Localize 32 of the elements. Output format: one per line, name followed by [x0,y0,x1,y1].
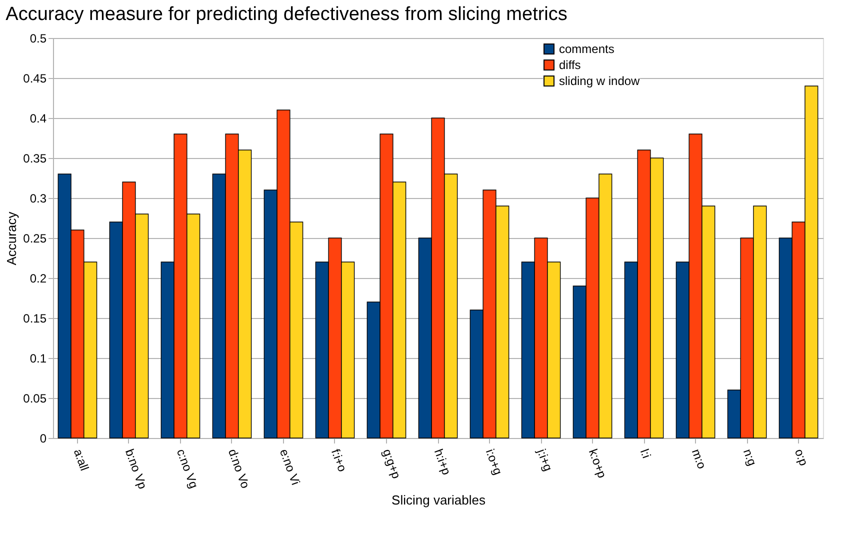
y-tick-label: 0.4 [30,112,47,126]
x-tick-label: j:i+g [534,446,556,473]
x-tick-label: h:i+p [431,447,454,477]
y-tick-label: 0.45 [23,72,47,86]
y-tick-label: 0.2 [30,272,47,286]
x-tick-label: n:g [740,447,760,468]
x-tick-label: l:i [637,447,654,460]
y-tick-label: 0.1 [30,352,47,366]
x-axis-title: Slicing variables [392,492,486,508]
x-tick-label: a:all [70,447,92,473]
chart-title: Accuracy measure for predicting defectiveness from slicing metrics [6,4,568,25]
x-tick-label: i:o+g [482,447,506,477]
legend-label: comments [559,42,614,56]
y-tick-label: 0.5 [30,32,47,46]
x-tick-label: k:o+p [586,447,610,480]
y-tick-label: 0.35 [23,152,47,166]
x-tick-label: c:no Vg [174,447,201,490]
legend-label: diffs [559,58,581,72]
y-tick-label: 0.25 [23,232,47,246]
y-axis-title: Accuracy [4,211,20,266]
y-tick-label: 0.15 [23,312,47,326]
x-tick-label: m:o [688,447,710,471]
x-tick-label: e:no Vi [276,447,303,487]
y-tick-label: 0.3 [30,192,47,206]
x-tick-label: f:i+o [328,447,350,474]
x-tick-label: d:no Vo [225,447,253,490]
x-tick-label: o:p [792,447,811,468]
y-tick-label: 0 [40,432,47,446]
legend-label: sliding w indow [559,74,640,88]
x-tick-label: g:g+p [380,447,404,481]
x-tick-label: b:no Vp [122,447,150,492]
y-tick-label: 0.05 [23,392,47,406]
